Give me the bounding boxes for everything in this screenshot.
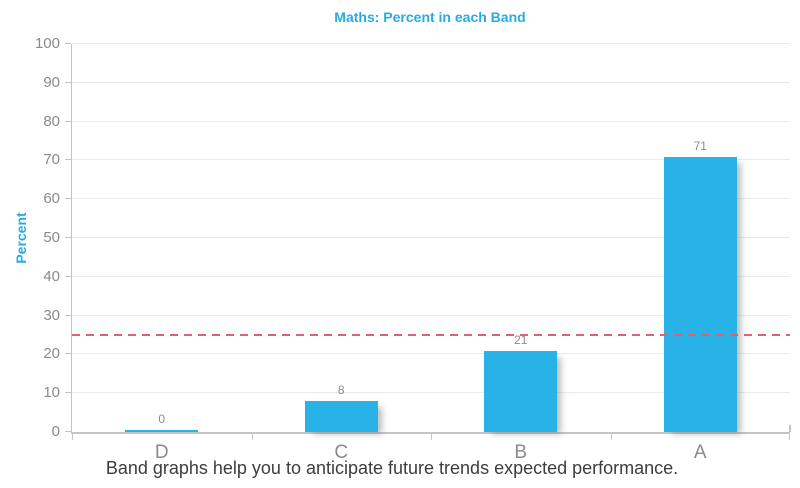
gridline [72,159,790,161]
gridline [72,43,790,44]
x-axis-end-cap [789,425,791,432]
x-tick-mark [610,434,612,440]
gridline [72,81,790,83]
y-tick-mark [65,353,71,355]
y-tick-mark [65,431,71,432]
y-tick-label: 20 [43,345,60,363]
caption: Band graphs help you to anticipate futur… [105,458,679,478]
x-tick-mark [251,434,253,440]
y-tick-mark [65,120,71,122]
chart-title: Maths: Percent in each Band [334,9,526,25]
y-tick-mark [65,275,71,277]
gridline [72,314,790,316]
y-tick-mark [65,81,71,83]
bar-value-label-d: 0 [158,412,166,426]
y-tick-mark [65,314,71,316]
y-tick-label: 30 [43,306,60,324]
gridline [72,353,790,355]
y-tick-label: 60 [43,190,60,208]
y-tick-label: 10 [43,384,60,402]
x-tick-label-a: A [693,442,707,463]
y-tick-label: 100 [34,35,60,52]
bar-value-label-b: 21 [514,332,528,347]
plot-area: 0 10 20 30 40 50 60 70 80 90 100 0 D 8 C 21 B 71 A [35,35,791,463]
y-tick-label: 0 [51,423,60,440]
bar-d [125,430,199,432]
x-tick-label-c: C [334,442,349,463]
y-tick-label: 40 [43,267,60,285]
x-tick-mark [789,434,790,440]
gridline [72,237,790,238]
bar-a [663,156,737,432]
y-tick-label: 90 [43,73,60,91]
y-tick-mark [65,237,71,238]
x-tick-label-d: D [154,442,169,463]
bar-value-label-a: 71 [693,138,707,153]
x-tick-mark [72,434,73,440]
gridline [72,120,790,122]
gridline [72,392,790,394]
y-tick-mark [65,43,71,44]
bar-value-label-c: 8 [337,382,345,397]
bar-c [304,400,378,432]
x-tick-label-b: B [514,442,528,463]
bar-b [484,350,558,432]
gridline [72,275,790,277]
x-tick-mark [431,434,432,440]
reference-line [72,334,790,336]
y-tick-mark [65,198,71,200]
gridline [72,198,790,200]
y-tick-label: 50 [43,229,60,246]
y-tick-mark [65,392,71,394]
y-tick-label: 70 [43,151,60,169]
y-tick-label: 80 [43,112,60,130]
y-tick-mark [65,159,71,161]
